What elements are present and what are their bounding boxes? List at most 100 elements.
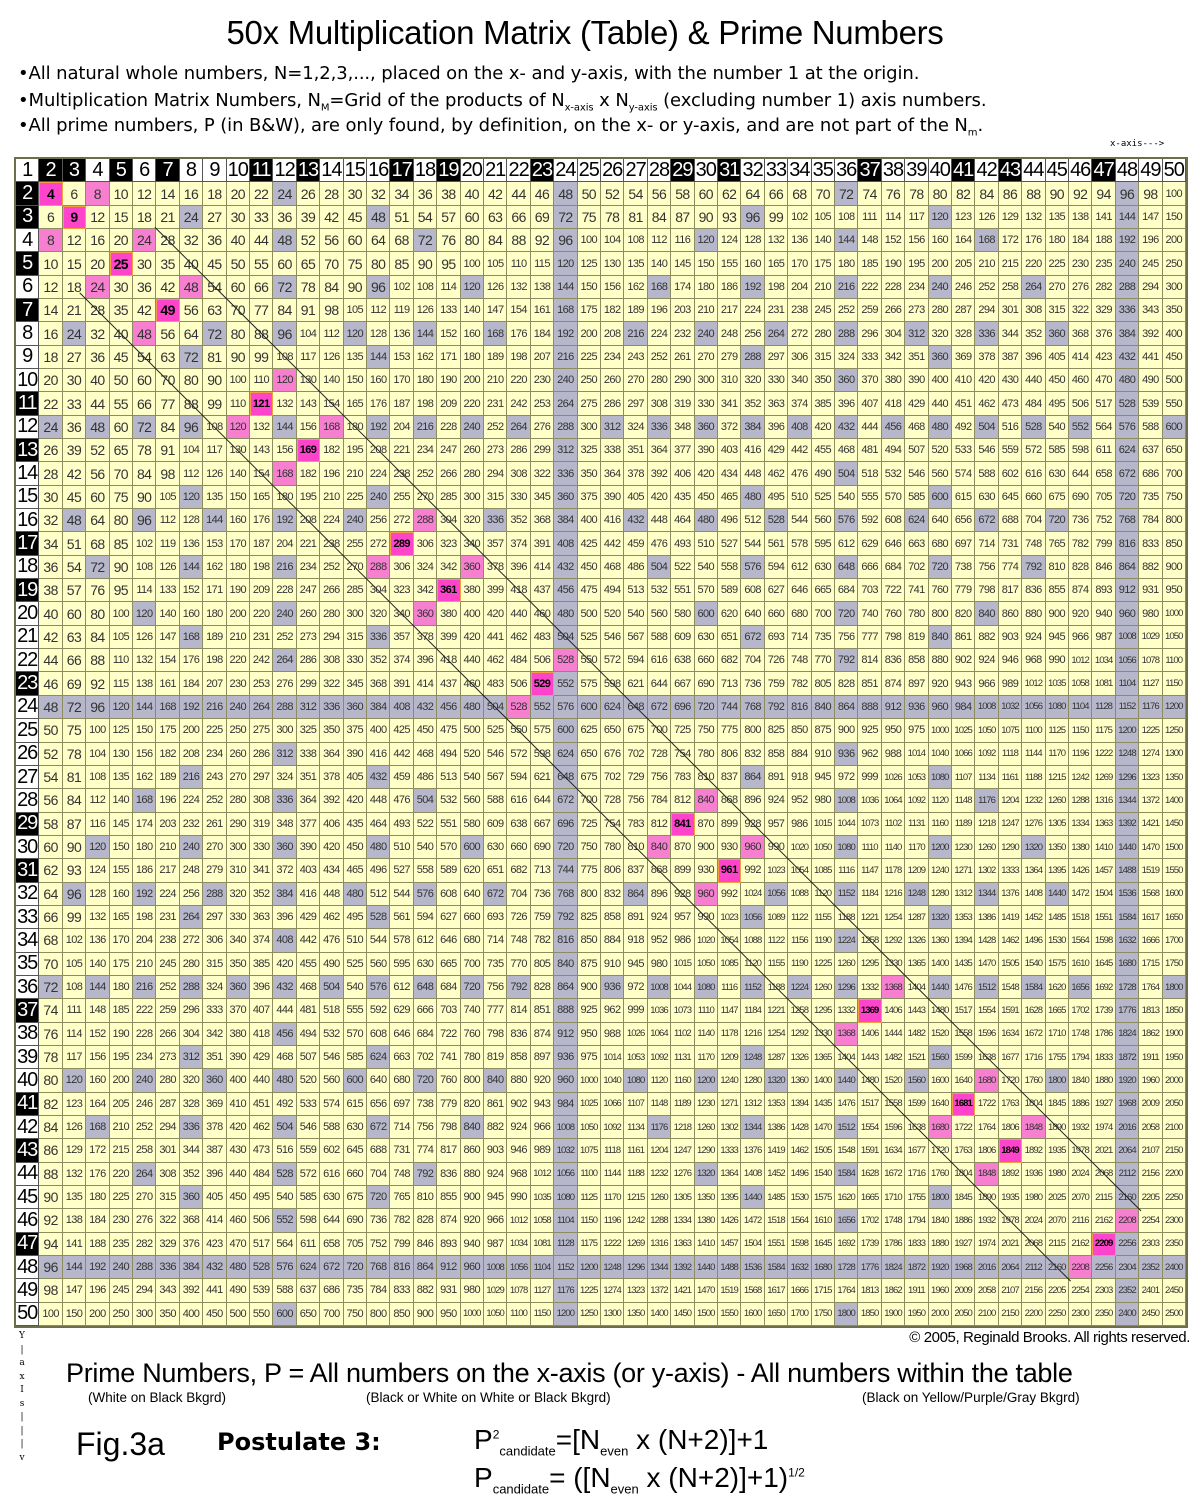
product-cell: 1710	[1045, 1022, 1069, 1046]
product-cell: 430	[226, 1139, 250, 1163]
product-cell: 481	[858, 439, 882, 463]
product-cell: 117	[62, 1045, 87, 1070]
product-cell: 288	[554, 415, 578, 440]
product-cell: 56	[39, 789, 63, 813]
x-axis-number: 50	[1162, 159, 1186, 183]
product-cell: 444	[273, 999, 297, 1023]
product-cell: 1024	[741, 882, 765, 906]
product-cell: 874	[530, 1022, 555, 1046]
product-cell: 130	[600, 252, 625, 276]
product-cell: 918	[788, 765, 812, 790]
product-cell: 104	[296, 322, 321, 346]
product-cell: 186	[717, 275, 742, 300]
product-cell: 420	[460, 625, 484, 650]
product-cell: 390	[600, 485, 625, 510]
product-cell: 1080	[928, 765, 952, 790]
product-cell: 180	[273, 485, 297, 510]
product-cell: 532	[320, 1022, 344, 1046]
product-cell: 1932	[975, 1209, 999, 1233]
product-cell: 312	[554, 439, 578, 463]
product-cell: 390	[343, 742, 367, 766]
product-cell: 192	[366, 415, 391, 440]
product-cell: 168	[132, 789, 157, 813]
product-cell: 992	[717, 882, 742, 906]
product-cell: 810	[694, 765, 718, 790]
product-cell: 416	[600, 509, 625, 533]
product-cell: 115	[109, 672, 133, 696]
product-cell: 319	[671, 392, 695, 416]
product-cell: 720	[1115, 485, 1140, 510]
product-cell: 880	[507, 1069, 531, 1093]
product-cell: 644	[1068, 462, 1093, 486]
product-cell: 322	[530, 462, 555, 486]
product-cell: 108	[624, 229, 648, 253]
product-cell: 625	[577, 719, 601, 743]
product-cell: 700	[320, 1302, 344, 1326]
product-cell: 108	[132, 555, 157, 580]
product-cell: 1406	[881, 999, 906, 1023]
product-cell: 136	[179, 532, 204, 556]
product-cell: 850	[1162, 532, 1186, 556]
product-cell: 1295	[811, 999, 835, 1023]
product-cell: 408	[273, 929, 297, 953]
product-cell: 368	[179, 1209, 204, 1233]
product-cell: 294	[975, 299, 999, 323]
product-cell: 1540	[1022, 952, 1046, 976]
product-cell: 481	[296, 999, 321, 1023]
product-cell: 376	[179, 1232, 204, 1256]
product-cell: 720	[928, 555, 952, 580]
y-axis-letter: x	[19, 1371, 25, 1382]
product-cell: 880	[928, 649, 952, 673]
product-cell: 731	[998, 532, 1023, 556]
product-cell: 102	[132, 532, 157, 556]
y-axis-number: 43	[16, 1139, 40, 1163]
product-cell: 464	[671, 509, 695, 533]
product-cell: 783	[671, 765, 695, 790]
product-cell: 160	[460, 322, 484, 346]
text: x-axis	[564, 102, 594, 114]
product-cell: 352	[179, 1162, 204, 1186]
product-cell: 1960	[1139, 1069, 1163, 1093]
product-cell: 124	[86, 859, 110, 883]
product-cell: 108	[413, 275, 438, 300]
product-cell: 966	[1068, 625, 1093, 650]
product-cell: 546	[600, 625, 625, 650]
product-cell: 1634	[881, 1139, 906, 1163]
product-cell: 1617	[764, 1279, 789, 1303]
product-cell: 682	[717, 649, 742, 673]
product-cell: 1053	[624, 1045, 648, 1070]
product-cell: 312	[179, 1045, 204, 1070]
product-cell: 308	[1022, 299, 1046, 323]
product-cell: 147	[156, 625, 180, 650]
y-axis-number: 36	[16, 975, 40, 1000]
product-cell: 336	[156, 1255, 180, 1280]
product-cell: 160	[741, 252, 765, 276]
product-cell: 54	[62, 555, 87, 580]
product-cell: 120	[62, 1069, 87, 1093]
product-cell: 936	[554, 1045, 578, 1070]
product-cell: 250	[109, 1302, 133, 1326]
text: •Multiplication Matrix Numbers, N	[18, 90, 321, 111]
product-cell: 495	[1045, 392, 1069, 416]
product-cell: 800	[741, 719, 765, 743]
product-cell: 558	[413, 859, 438, 883]
product-cell: 624	[296, 1255, 321, 1280]
text: candidate	[499, 1443, 556, 1459]
product-cell: 2156	[1139, 1162, 1163, 1186]
product-cell: 328	[951, 322, 976, 346]
product-cell: 1980	[1022, 1185, 1046, 1210]
product-cell: 518	[858, 462, 882, 486]
product-cell: 814	[858, 649, 882, 673]
product-cell: 450	[1045, 369, 1069, 393]
product-cell: 1160	[671, 1069, 695, 1093]
product-cell: 650	[296, 1302, 321, 1326]
product-cell: 1178	[881, 859, 906, 883]
product-cell: 640	[366, 1069, 391, 1093]
product-cell: 888	[554, 999, 578, 1023]
product-cell: 1677	[905, 1139, 929, 1163]
product-cell: 928	[741, 812, 765, 836]
product-cell: 1054	[717, 929, 742, 953]
product-cell: 125	[577, 252, 601, 276]
product-cell: 600	[928, 485, 952, 510]
product-cell: 272	[390, 509, 414, 533]
